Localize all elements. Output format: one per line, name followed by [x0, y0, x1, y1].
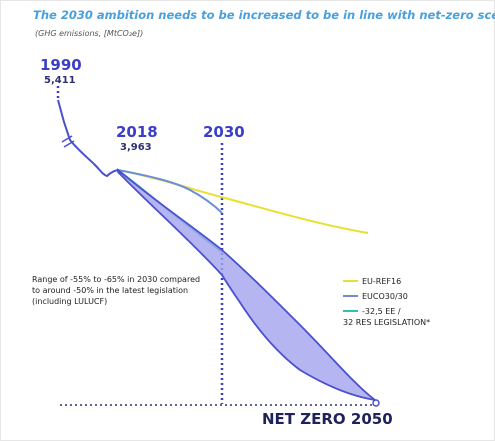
end-point	[372, 399, 380, 407]
axis-break	[61, 135, 75, 148]
euco-line	[117, 169, 223, 214]
title: The 2030 ambition needs to be increased …	[33, 8, 495, 22]
annotation: (including LULUCF)	[32, 297, 107, 306]
year-label: 1990	[40, 56, 82, 74]
legend: EU-REF16 EUCO30/30 -32,5 EE / 32 RES LEGISL…	[343, 277, 430, 327]
history-line	[57, 99, 119, 178]
value-label: 5,411	[44, 75, 76, 86]
year-label: 2030	[203, 123, 245, 141]
legend-label: EU-REF16	[362, 277, 401, 286]
range-band	[117, 168, 376, 401]
legend-label: EUCO30/30	[362, 292, 408, 301]
legend-label: -32,5 EE /	[362, 307, 401, 316]
legend-label: 32 RES LEGISLATION*	[343, 318, 430, 327]
value-label: 3,963	[120, 142, 152, 153]
target-label: NET ZERO 2050	[262, 410, 393, 428]
year-label: 2018	[116, 123, 158, 141]
annotation: to around -50% in the latest legislation	[32, 286, 188, 295]
annotation: Range of -55% to -65% in 2030 compared	[32, 275, 200, 284]
subtitle: (GHG emissions, [MtCO₂e])	[35, 29, 143, 38]
